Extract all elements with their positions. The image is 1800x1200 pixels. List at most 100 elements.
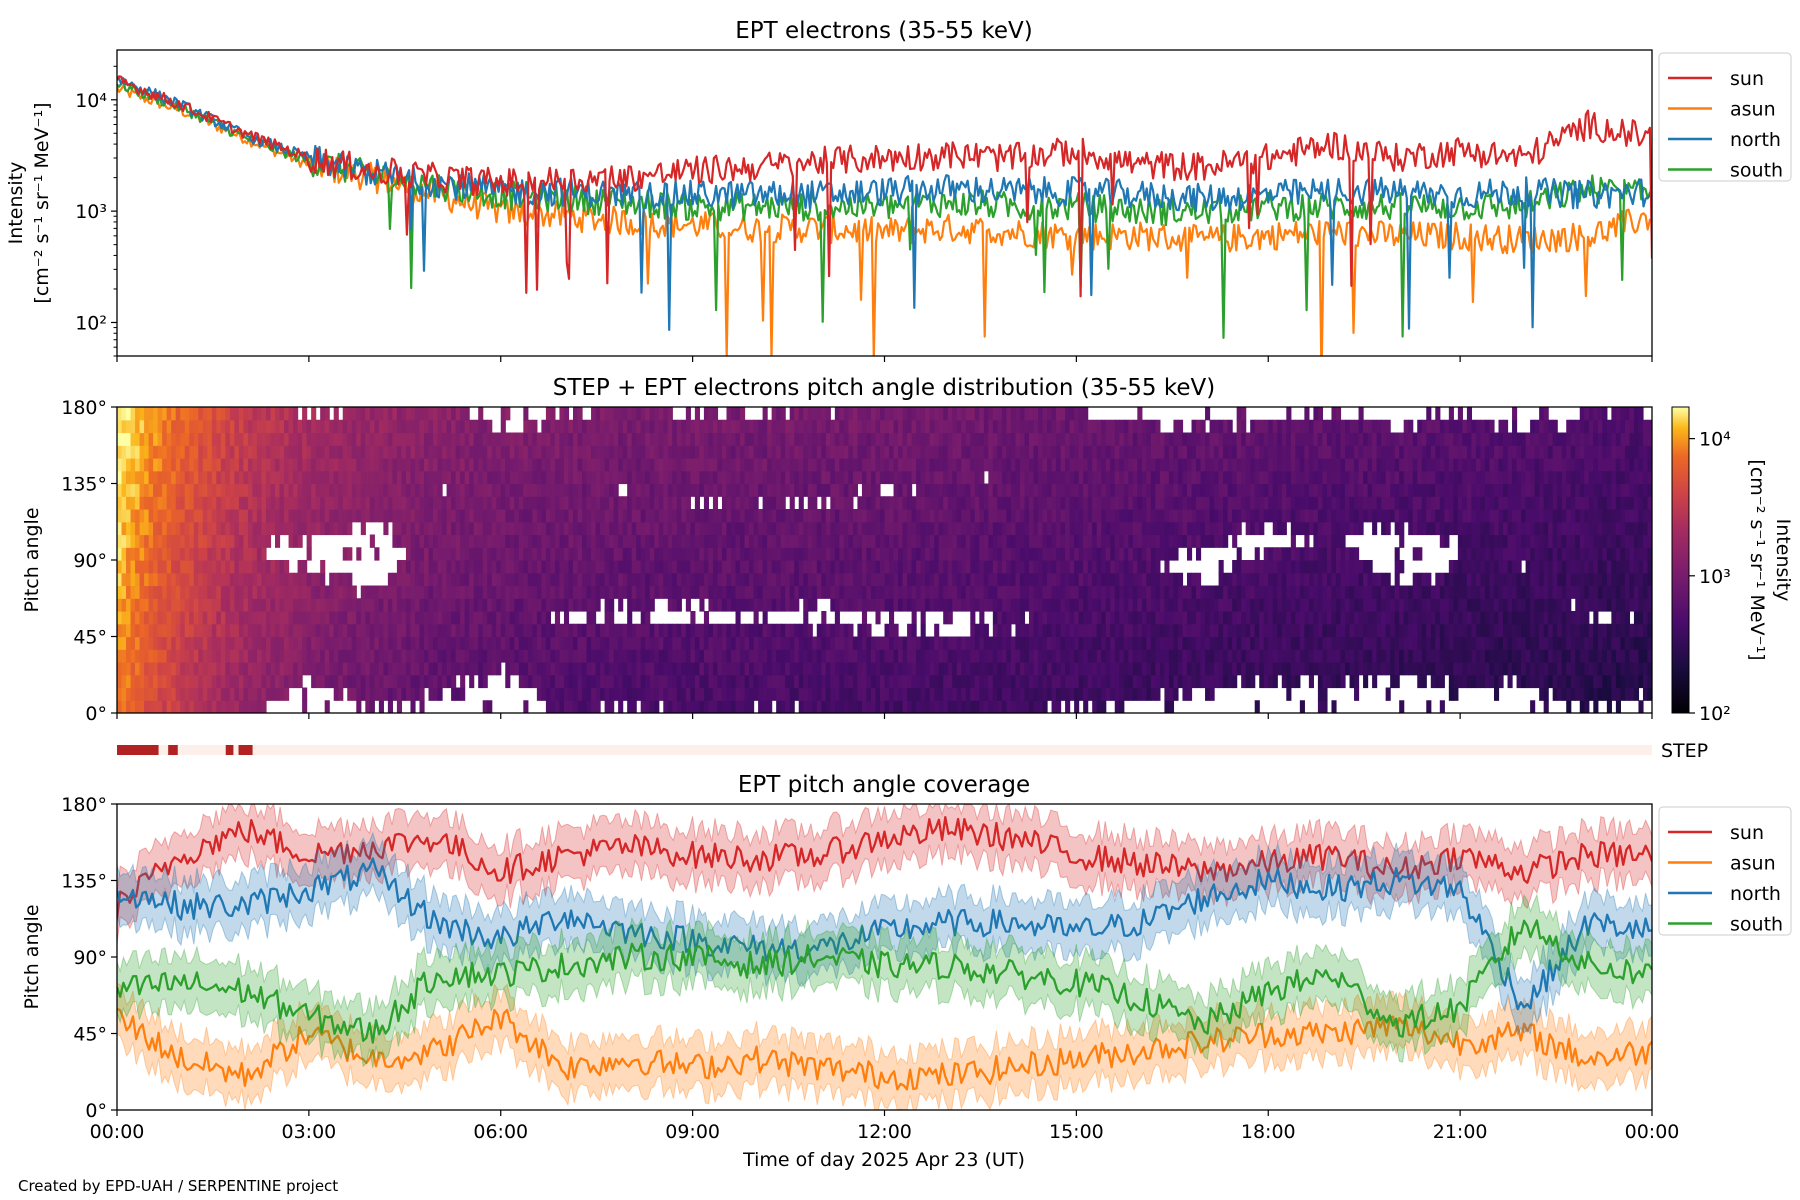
heatmap-cell: [401, 483, 407, 497]
heatmap-cell: [189, 585, 195, 599]
heatmap-cell: [433, 458, 439, 472]
heatmap-cell: [297, 636, 303, 650]
heatmap-cell: [297, 623, 303, 638]
heatmap-cell: [545, 547, 552, 561]
heatmap-cell: [663, 445, 669, 459]
heatmap-cell: [514, 572, 520, 587]
heatmap-cell: [220, 521, 226, 536]
heatmap-cell: [920, 509, 926, 523]
heatmap-cell: [591, 483, 597, 497]
heatmap-cell: [1065, 560, 1071, 574]
heatmap-cell: [302, 509, 308, 523]
heatmap-cell: [1065, 649, 1071, 663]
heatmap-cell: [703, 419, 710, 434]
heatmap-cell: [591, 521, 597, 536]
heatmap-cell: [469, 534, 475, 548]
heatmap-cell: [153, 572, 159, 587]
heatmap-cell: [238, 458, 245, 472]
heatmap-cell: [622, 662, 628, 676]
panel1-ytick-label: 10²: [75, 312, 107, 334]
heatmap-cell: [460, 636, 466, 650]
heatmap-cell: [609, 470, 615, 485]
heatmap-cell: [234, 649, 240, 663]
heatmap-cell: [1096, 598, 1102, 612]
heatmap-cell: [1047, 585, 1053, 599]
heatmap-cell: [866, 419, 872, 434]
heatmap-cell: [1038, 458, 1044, 472]
heatmap-cell: [171, 560, 177, 574]
heatmap-cell: [1110, 445, 1116, 459]
heatmap-cell: [198, 623, 204, 638]
heatmap-cell: [265, 445, 272, 459]
panel2-title: STEP + EPT electrons pitch angle distrib…: [553, 375, 1215, 401]
heatmap-cell: [1056, 560, 1062, 574]
heatmap-cell: [609, 445, 615, 459]
heatmap-cell: [1010, 560, 1017, 574]
heatmap-cell: [460, 432, 466, 446]
heatmap-cell: [347, 623, 353, 638]
heatmap-cell: [1028, 521, 1035, 536]
heatmap-cell: [532, 636, 538, 650]
heatmap-cell: [162, 496, 168, 510]
heatmap-cell: [378, 585, 384, 599]
heatmap-cell: [333, 470, 339, 485]
heatmap-cell: [220, 407, 226, 421]
heatmap-cell: [929, 470, 935, 485]
heatmap-cell: [247, 674, 254, 689]
heatmap-cell: [866, 649, 872, 663]
heatmap-cell: [117, 547, 123, 561]
heatmap-cell: [794, 534, 800, 548]
heatmap-cell: [970, 585, 976, 599]
heatmap-cell: [1105, 547, 1111, 561]
heatmap-cell: [455, 598, 461, 612]
heatmap-cell: [315, 496, 321, 510]
heatmap-cell: [1015, 636, 1021, 650]
heatmap-cell: [487, 496, 493, 510]
heatmap-cell: [333, 496, 339, 510]
heatmap-cell: [482, 598, 488, 612]
heatmap-cell: [1047, 432, 1053, 446]
heatmap-cell: [1056, 687, 1062, 701]
heatmap-cell: [536, 470, 542, 485]
heatmap-cell: [879, 585, 886, 599]
heatmap-cell: [979, 432, 985, 446]
heatmap-cell: [509, 572, 515, 587]
heatmap-cell: [478, 458, 484, 472]
heatmap-cell: [640, 458, 646, 472]
heatmap-cell: [473, 534, 479, 548]
heatmap-cell: [794, 649, 800, 663]
heatmap-cell: [414, 534, 421, 548]
heatmap-cell: [1083, 623, 1089, 638]
heatmap-cell: [857, 445, 863, 459]
heatmap-cell: [171, 419, 177, 434]
heatmap-cell: [238, 509, 245, 523]
heatmap-cell: [740, 687, 746, 701]
heatmap-cell: [563, 445, 570, 459]
heatmap-cell: [667, 649, 673, 663]
heatmap-cell: [234, 572, 240, 587]
heatmap-cell: [198, 509, 204, 523]
heatmap-cell: [396, 649, 403, 663]
heatmap-cell: [247, 458, 254, 472]
heatmap-cell: [207, 458, 213, 472]
heatmap-cell: [889, 687, 895, 701]
heatmap-cell: [645, 496, 651, 510]
heatmap-cell: [658, 509, 664, 523]
heatmap-cell: [536, 623, 542, 638]
heatmap-cell: [970, 419, 976, 434]
heatmap-cell: [135, 700, 141, 713]
heatmap-cell: [974, 572, 980, 587]
heatmap-cell: [487, 445, 493, 459]
heatmap-cell: [965, 687, 971, 701]
heatmap-cell: [1028, 509, 1035, 523]
heatmap-cell: [333, 483, 339, 497]
heatmap-cell: [148, 509, 154, 523]
heatmap-cell: [952, 662, 958, 676]
heatmap-cell: [898, 458, 904, 472]
heatmap-cell: [1060, 598, 1066, 612]
heatmap-cell: [721, 662, 728, 676]
heatmap-cell: [1060, 623, 1066, 638]
heatmap-cell: [320, 611, 326, 625]
heatmap-cell: [694, 470, 700, 485]
heatmap-cell: [1042, 521, 1048, 536]
